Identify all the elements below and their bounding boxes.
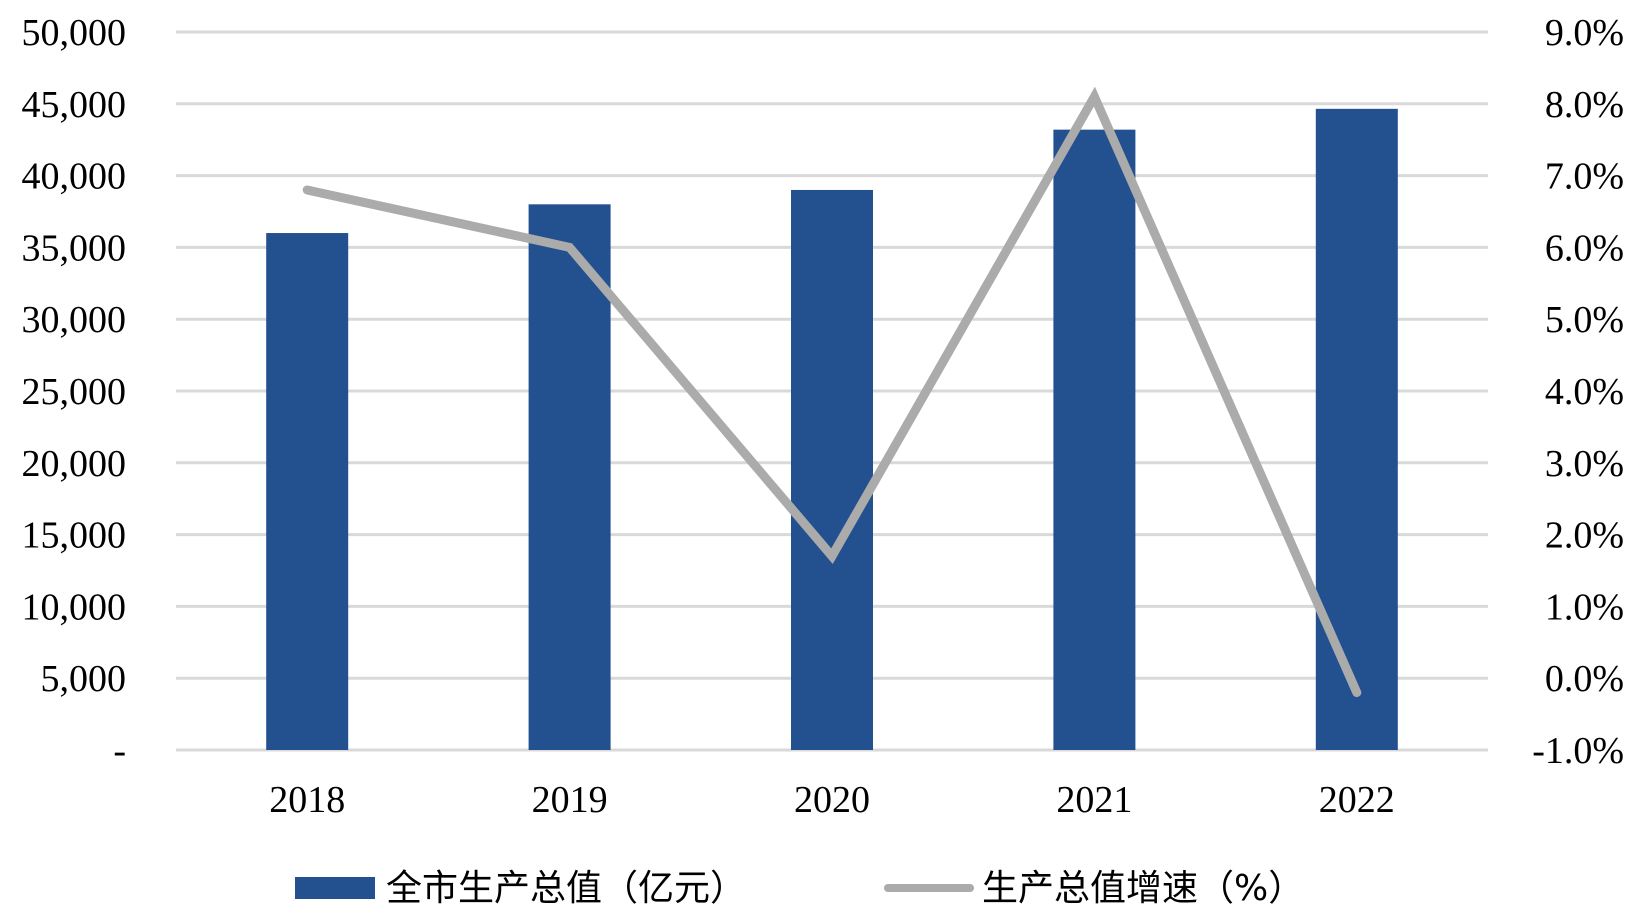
left-tick-label: 25,000 [22, 371, 127, 413]
left-tick-label: 15,000 [22, 515, 127, 557]
legend: 全市生产总值（亿元） 生产总值增速（%） [295, 868, 1304, 909]
right-tick-label: 4.0% [1545, 371, 1624, 413]
right-tick-label: -1.0% [1532, 730, 1624, 772]
right-tick-label: 1.0% [1545, 586, 1624, 628]
bar [1053, 129, 1136, 750]
line-point [831, 555, 833, 558]
left-tick-label: 35,000 [22, 227, 127, 269]
bar-series [266, 108, 1398, 751]
right-tick-label: 2.0% [1545, 515, 1624, 557]
x-tick-label: 2019 [532, 779, 608, 821]
left-axis-ticks: - 5,000 10,000 15,000 20,000 25,000 30,000 35,0… [22, 12, 127, 772]
bar [266, 233, 349, 751]
right-tick-label: 6.0% [1545, 227, 1624, 269]
left-tick-label: 10,000 [22, 586, 127, 628]
right-axis-ticks: -1.0% 0.0% 1.0% 2.0% 3.0% 4.0% 5.0% 6.0% 7.0% 8.0… [1532, 12, 1624, 772]
left-tick-label: 40,000 [22, 156, 127, 198]
left-tick-label: 20,000 [22, 443, 127, 485]
right-tick-label: 7.0% [1545, 156, 1624, 198]
x-tick-label: 2020 [794, 779, 870, 821]
legend-swatch-bar [295, 877, 375, 899]
left-tick-label: 30,000 [22, 299, 127, 341]
left-tick-label: 45,000 [22, 84, 127, 126]
line-series [302, 86, 1362, 698]
line-point [568, 246, 571, 249]
x-tick-label: 2021 [1056, 779, 1132, 821]
right-tick-label: 3.0% [1545, 443, 1624, 485]
x-tick-label: 2022 [1319, 779, 1395, 821]
left-tick-label: 5,000 [41, 658, 127, 700]
line-point [1093, 95, 1096, 98]
x-axis-ticks: 2018 2019 2020 2021 2022 [269, 779, 1395, 821]
line-point [1355, 691, 1358, 694]
bar [528, 204, 611, 750]
legend-label-line: 生产总值增速（%） [982, 868, 1304, 909]
right-tick-label: 5.0% [1545, 299, 1624, 341]
right-tick-label: 8.0% [1545, 84, 1624, 126]
legend-label-bar: 全市生产总值（亿元） [386, 868, 746, 909]
bar [791, 189, 873, 750]
x-tick-label: 2018 [269, 779, 345, 821]
right-tick-label: 0.0% [1545, 658, 1624, 700]
left-tick-label: 50,000 [22, 12, 127, 54]
line-point [306, 188, 309, 191]
bar [1315, 108, 1398, 751]
left-tick-label: - [113, 730, 126, 772]
right-tick-label: 9.0% [1545, 12, 1624, 54]
